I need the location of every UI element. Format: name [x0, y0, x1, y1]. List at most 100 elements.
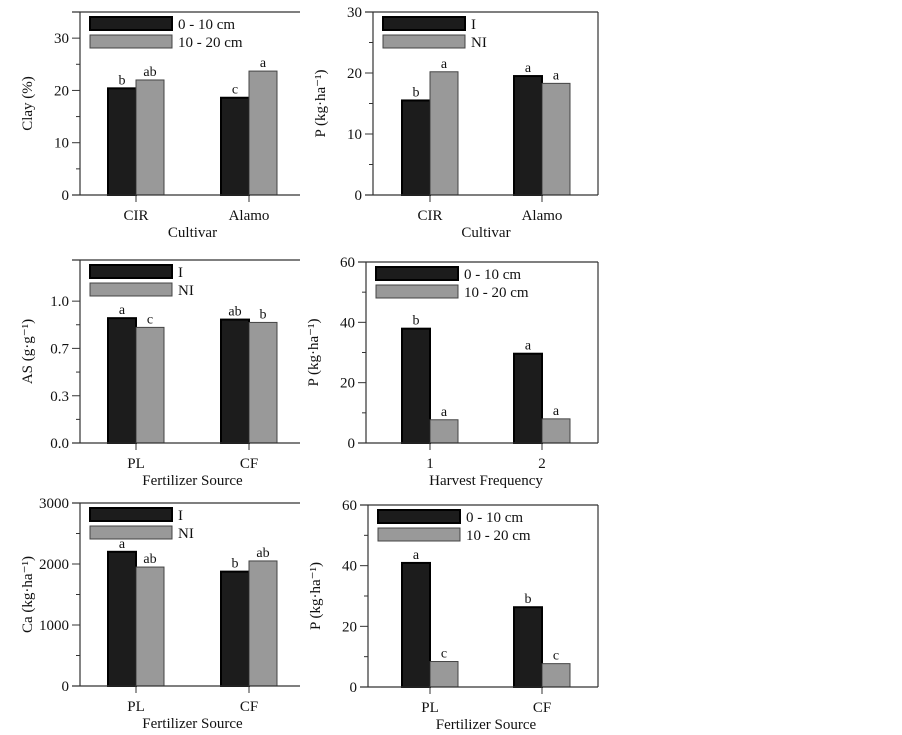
bar-label: b — [525, 592, 532, 607]
legend-swatch — [89, 525, 173, 540]
y-tick-label: 2000 — [39, 557, 69, 573]
bar — [135, 79, 165, 196]
legend: 0 - 10 cm 10 - 20 cm — [89, 16, 243, 51]
x-tick-label: 1 — [426, 456, 434, 472]
bar — [513, 75, 543, 196]
bar-label: c — [232, 83, 238, 98]
y-tick-label: 0 — [350, 680, 358, 696]
x-tick-label: Alamo — [522, 208, 563, 224]
legend-label: NI — [471, 35, 487, 51]
bar-label: a — [441, 57, 448, 72]
y-tick-label: 20 — [342, 619, 357, 635]
bar-label: a — [525, 61, 532, 76]
legend-label: 0 - 10 cm — [178, 17, 235, 33]
bar — [401, 99, 431, 196]
legend-label: 10 - 20 cm — [464, 285, 529, 301]
y-tick-label: 40 — [342, 559, 357, 575]
legend-label: 0 - 10 cm — [464, 267, 521, 283]
y-tick-label: 0 — [62, 679, 70, 695]
bar — [513, 352, 543, 444]
y-tick-label: 1.0 — [50, 294, 69, 310]
x-tick-label: PL — [127, 699, 145, 715]
y-tick-label: 0.3 — [50, 389, 69, 405]
y-tick-label: 0 — [355, 188, 363, 204]
legend-label: 0 - 10 cm — [466, 510, 523, 526]
y-tick-label: 20 — [54, 83, 69, 99]
bar — [107, 550, 137, 687]
legend-swatch — [375, 266, 459, 281]
x-tick-label: Alamo — [229, 208, 270, 224]
x-tick-label: 2 — [538, 456, 546, 472]
bar — [135, 326, 165, 444]
legend-label: NI — [178, 283, 194, 299]
x-axis-label: Fertilizer Source — [142, 473, 243, 489]
y-tick-label: 0.0 — [50, 436, 69, 452]
y-tick-label: 20 — [340, 376, 355, 392]
y-tick-label: 10 — [347, 127, 362, 143]
x-tick-label: PL — [127, 456, 145, 472]
y-tick-label: 40 — [340, 315, 355, 331]
x-axis-label: Fertilizer Source — [142, 716, 243, 732]
bar-label: c — [441, 647, 447, 662]
bar — [541, 663, 571, 688]
y-tick-label: 10 — [54, 136, 69, 152]
legend-label: NI — [178, 526, 194, 542]
legend-swatch — [89, 34, 173, 49]
legend-label: I — [178, 508, 183, 524]
y-axis-label: P (kg·ha⁻¹) — [306, 318, 322, 386]
y-tick-label: 0.7 — [50, 341, 69, 357]
bar — [248, 560, 278, 687]
bar — [135, 566, 165, 687]
bar-label: b — [260, 307, 267, 322]
bar-label: ab — [143, 65, 156, 80]
bar — [248, 70, 278, 196]
legend: 0 - 10 cm 10 - 20 cm — [375, 266, 529, 301]
x-axis-label: Fertilizer Source — [436, 717, 537, 733]
x-tick-label: CF — [533, 700, 551, 716]
y-tick-label: 1000 — [39, 618, 69, 634]
x-tick-label: CIR — [417, 208, 442, 224]
bar-label: b — [232, 557, 239, 572]
bar — [107, 87, 137, 196]
legend-label: I — [471, 17, 476, 33]
bar-label: b — [119, 73, 126, 88]
y-axis-label: P (kg·ha⁻¹) — [313, 69, 329, 137]
bar-label: a — [553, 68, 560, 83]
legend-label: I — [178, 265, 183, 281]
y-tick-label: 0 — [348, 436, 356, 452]
bar — [401, 561, 431, 688]
bar — [220, 96, 250, 196]
bar — [248, 321, 278, 444]
chart-panel-1: b c ab a 0 10 20 30 CIR Alamo Cultivar Clay (%) 0 - … — [20, 11, 300, 241]
x-tick-label: CF — [240, 699, 258, 715]
legend-label: 10 - 20 cm — [178, 35, 243, 51]
legend-swatch — [377, 509, 461, 524]
y-tick-label: 30 — [347, 5, 362, 21]
bar-label: b — [413, 314, 420, 329]
bar — [541, 418, 571, 444]
x-axis-label: Cultivar — [461, 225, 510, 241]
bar — [513, 606, 543, 688]
bar-label: a — [525, 339, 532, 354]
legend-swatch — [89, 264, 173, 279]
legend: I NI — [89, 507, 194, 542]
bar-label: a — [413, 548, 420, 563]
legend-swatch — [382, 34, 466, 49]
bar-label: ab — [228, 305, 241, 320]
y-tick-label: 20 — [347, 66, 362, 82]
bar-label: a — [441, 405, 448, 420]
x-axis-label: Cultivar — [168, 225, 217, 241]
y-axis-label: Ca (kg·ha⁻¹) — [20, 556, 36, 633]
bar — [107, 317, 137, 444]
bar-label: a — [119, 537, 126, 552]
bar-label: ab — [143, 552, 156, 567]
legend: I NI — [89, 264, 194, 299]
y-axis-label: Clay (%) — [20, 76, 36, 131]
bar — [429, 419, 459, 444]
bar — [220, 318, 250, 444]
